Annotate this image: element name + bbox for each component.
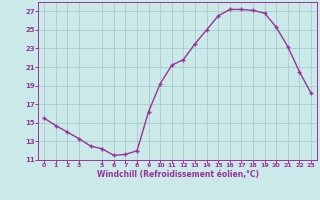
X-axis label: Windchill (Refroidissement éolien,°C): Windchill (Refroidissement éolien,°C) [97, 170, 259, 179]
